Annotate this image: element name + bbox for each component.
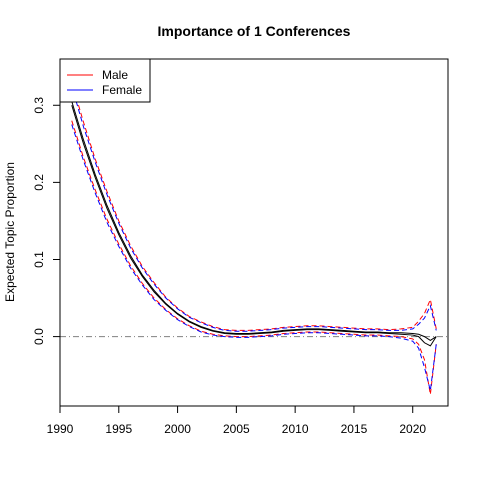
x-tick-label: 2000 xyxy=(164,422,191,436)
x-tick-label: 2010 xyxy=(282,422,309,436)
x-tick-label: 2020 xyxy=(399,422,426,436)
x-tick-label: 2005 xyxy=(223,422,250,436)
y-tick-label: 0.2 xyxy=(32,174,46,191)
series-male-upper-ci xyxy=(71,81,437,331)
y-tick-label: 0.0 xyxy=(32,328,46,345)
y-axis-label: Expected Topic Proportion xyxy=(3,162,17,302)
series-layer xyxy=(71,81,437,395)
series-female-mean-line xyxy=(71,105,437,347)
y-axis: 0.0 0.1 0.2 0.3 xyxy=(32,97,61,345)
plot-frame xyxy=(59,58,449,407)
series-female-upper-ci xyxy=(71,85,437,332)
legend-label-male: Male xyxy=(102,68,128,82)
legend-box xyxy=(59,58,151,103)
y-tick-label: 0.1 xyxy=(32,251,46,268)
x-tick-label: 2015 xyxy=(341,422,368,436)
legend: Male Female xyxy=(59,58,151,103)
y-tick-label: 0.3 xyxy=(32,97,46,114)
x-tick-label: 1990 xyxy=(47,422,74,436)
x-tick-label: 1995 xyxy=(105,422,132,436)
x-axis: 1990 1995 2000 2005 2010 2015 2020 xyxy=(47,405,426,436)
chart-title: Importance of 1 Conferences xyxy=(158,23,351,39)
series-male-mean-line xyxy=(71,101,437,342)
legend-label-female: Female xyxy=(102,83,142,97)
series-male-lower-ci xyxy=(71,120,437,395)
